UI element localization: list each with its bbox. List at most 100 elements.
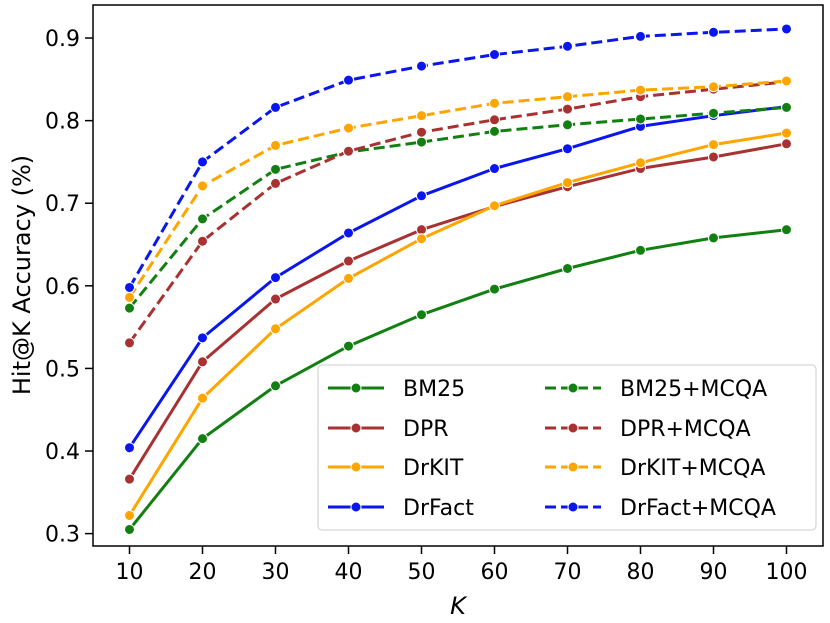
data-point bbox=[708, 26, 719, 38]
data-point bbox=[562, 40, 573, 52]
legend-label: BM25+MCQA bbox=[620, 377, 767, 402]
data-point bbox=[416, 224, 427, 236]
legend-marker bbox=[567, 382, 579, 394]
data-point bbox=[197, 433, 208, 445]
data-point bbox=[635, 113, 646, 125]
y-tick-label: 0.5 bbox=[45, 357, 80, 382]
data-point bbox=[343, 272, 354, 284]
y-tick-label: 0.4 bbox=[45, 440, 80, 465]
legend-marker bbox=[350, 501, 362, 513]
data-point bbox=[124, 523, 135, 535]
series-line-dpr bbox=[128, 142, 787, 480]
y-axis-label: Hit@K Accuracy (%) bbox=[8, 155, 36, 395]
series-drkit-plus-mcqa bbox=[124, 75, 792, 303]
legend-item-dpr-plus-mcqa: DPR+MCQA bbox=[545, 417, 751, 442]
data-point bbox=[562, 143, 573, 155]
data-point bbox=[343, 145, 354, 157]
data-point bbox=[197, 392, 208, 404]
y-tick-label: 0.6 bbox=[45, 275, 80, 300]
x-tick-label: 70 bbox=[554, 560, 582, 585]
data-point bbox=[489, 114, 500, 126]
data-point bbox=[489, 125, 500, 137]
data-point bbox=[416, 309, 427, 321]
data-point bbox=[416, 233, 427, 245]
data-point bbox=[416, 190, 427, 202]
data-point bbox=[197, 180, 208, 192]
data-point bbox=[781, 224, 792, 236]
data-point bbox=[562, 91, 573, 103]
data-point bbox=[124, 442, 135, 454]
data-point bbox=[124, 473, 135, 485]
data-point bbox=[781, 101, 792, 113]
x-tick-label: 50 bbox=[408, 560, 436, 585]
data-point bbox=[343, 255, 354, 267]
x-tick-label: 10 bbox=[116, 560, 144, 585]
data-point bbox=[124, 281, 135, 293]
x-tick-label: 100 bbox=[766, 560, 808, 585]
x-tick-label: 30 bbox=[262, 560, 290, 585]
legend-item-dpr: DPR bbox=[328, 417, 449, 442]
data-point bbox=[124, 302, 135, 314]
series-bm25 bbox=[124, 224, 792, 535]
data-point bbox=[781, 23, 792, 35]
data-point bbox=[635, 30, 646, 42]
data-point bbox=[124, 337, 135, 349]
series-layer bbox=[124, 23, 792, 535]
series-line-drfact bbox=[128, 105, 787, 449]
data-point bbox=[562, 177, 573, 189]
legend-label: DrKIT bbox=[403, 456, 464, 481]
x-tick-label: 80 bbox=[627, 560, 655, 585]
data-point bbox=[197, 213, 208, 225]
legend: BM25 DPR DrKIT DrFact BM25+MCQA DPR+MCQA DrKIT… bbox=[317, 364, 817, 531]
y-tick-label: 0.8 bbox=[45, 110, 80, 135]
data-point bbox=[197, 235, 208, 247]
legend-frame bbox=[317, 364, 817, 531]
legend-item-drkit-plus-mcqa: DrKIT+MCQA bbox=[545, 456, 765, 481]
data-point bbox=[270, 163, 281, 175]
series-line-drfact-plus-mcqa bbox=[128, 27, 787, 289]
data-point bbox=[635, 157, 646, 169]
data-point bbox=[270, 380, 281, 392]
series-line-bm25 bbox=[128, 228, 787, 531]
legend-item-drkit: DrKIT bbox=[328, 456, 464, 481]
y-tick-label: 0.3 bbox=[45, 523, 80, 548]
series-dpr-plus-mcqa bbox=[124, 76, 792, 349]
data-point bbox=[562, 262, 573, 274]
legend-marker bbox=[350, 382, 362, 394]
legend-marker bbox=[567, 461, 579, 473]
data-point bbox=[270, 272, 281, 284]
legend-marker bbox=[567, 422, 579, 434]
legend-item-bm25-plus-mcqa: BM25+MCQA bbox=[545, 377, 767, 402]
series-line-drkit-plus-mcqa bbox=[128, 79, 787, 299]
data-point bbox=[489, 163, 500, 175]
series-line-drkit bbox=[128, 131, 787, 517]
data-point bbox=[197, 156, 208, 168]
data-point bbox=[124, 291, 135, 303]
data-point bbox=[270, 139, 281, 151]
data-point bbox=[197, 332, 208, 344]
data-point bbox=[343, 227, 354, 239]
data-point bbox=[635, 84, 646, 96]
data-point bbox=[343, 122, 354, 134]
data-point bbox=[197, 356, 208, 368]
series-drkit bbox=[124, 127, 792, 521]
y-axis: 0.3 0.4 0.5 0.6 0.7 0.8 0.9 bbox=[45, 27, 93, 548]
data-point bbox=[635, 244, 646, 256]
y-tick-label: 0.9 bbox=[45, 27, 80, 52]
series-line-bm25-plus-mcqa bbox=[128, 105, 787, 310]
plot-frame bbox=[92, 4, 824, 547]
data-point bbox=[708, 107, 719, 119]
data-point bbox=[781, 127, 792, 139]
data-point bbox=[708, 151, 719, 163]
data-point bbox=[489, 97, 500, 109]
data-point bbox=[270, 323, 281, 335]
y-tick-label: 0.7 bbox=[45, 192, 80, 217]
legend-label: DrKIT+MCQA bbox=[620, 456, 765, 481]
legend-marker bbox=[567, 501, 579, 513]
series-bm25-plus-mcqa bbox=[124, 101, 792, 314]
legend-label: DrFact bbox=[403, 496, 474, 521]
data-point bbox=[416, 60, 427, 72]
legend-label: BM25 bbox=[403, 377, 465, 402]
x-tick-label: 60 bbox=[481, 560, 509, 585]
